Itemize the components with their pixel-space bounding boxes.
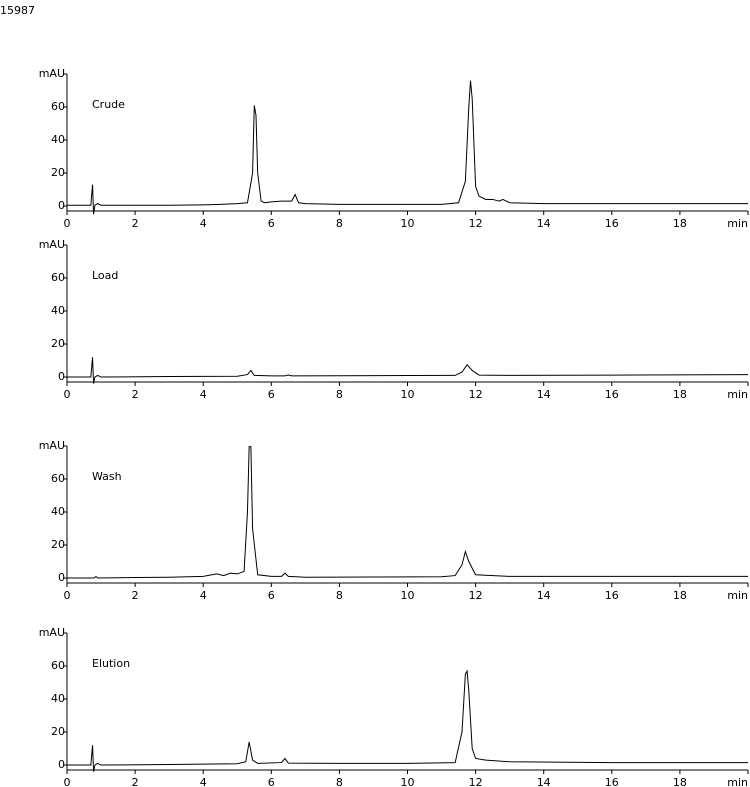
x-tick-label: 2 [132, 776, 139, 787]
x-tick-label: 0 [64, 217, 71, 230]
y-tick-label: 20 [51, 538, 65, 551]
x-tick-label: 12 [469, 388, 483, 401]
x-tick-label: 16 [605, 776, 619, 787]
trace-line [67, 446, 748, 579]
x-tick-label: 2 [132, 388, 139, 401]
y-tick-label: 60 [51, 659, 65, 672]
chart-panel: 0 2 4 6 8 10 12 14 16 18 min 0 20 40 60 mAU Elution [39, 626, 749, 787]
x-tick-label: 10 [401, 589, 415, 602]
x-tick-label: 16 [605, 589, 619, 602]
chart-panel: 0 2 4 6 8 10 12 14 16 18 min 0 20 40 60 mAU Wash [39, 439, 749, 602]
x-tick-label: 2 [132, 589, 139, 602]
x-tick-label: min [727, 589, 748, 602]
x-tick-label: 16 [605, 217, 619, 230]
x-tick-label: 6 [268, 589, 275, 602]
x-tick-label: 10 [401, 217, 415, 230]
y-tick-label: 40 [51, 692, 65, 705]
x-tick-label: 18 [673, 217, 687, 230]
y-tick-label: 0 [58, 571, 65, 584]
y-tick-label: 60 [51, 472, 65, 485]
x-tick-label: 4 [200, 388, 207, 401]
y-tick-label: 0 [58, 758, 65, 771]
y-tick-label: mAU [39, 626, 65, 639]
x-tick-label: 6 [268, 776, 275, 787]
x-tick-label: 14 [537, 388, 551, 401]
x-tick-label: 12 [469, 217, 483, 230]
y-tick-label: 60 [51, 271, 65, 284]
trace-label: Wash [92, 470, 122, 483]
x-tick-label: 18 [673, 589, 687, 602]
x-tick-label: 8 [336, 589, 343, 602]
x-tick-label: 18 [673, 776, 687, 787]
x-tick-label: 8 [336, 776, 343, 787]
x-tick-label: 16 [605, 388, 619, 401]
x-tick-label: 4 [200, 589, 207, 602]
x-tick-label: 0 [64, 589, 71, 602]
trace-label: Crude [92, 98, 125, 111]
x-tick-label: 8 [336, 388, 343, 401]
x-tick-label: 18 [673, 388, 687, 401]
y-tick-label: 40 [51, 133, 65, 146]
x-tick-label: min [727, 217, 748, 230]
x-tick-label: 10 [401, 388, 415, 401]
trace-label: Load [92, 269, 118, 282]
y-tick-label: mAU [39, 67, 65, 80]
x-tick-label: 0 [64, 388, 71, 401]
trace-line [67, 669, 748, 772]
y-tick-label: 60 [51, 100, 65, 113]
trace-label: Elution [92, 657, 130, 670]
y-tick-label: mAU [39, 439, 65, 452]
y-tick-label: 0 [58, 199, 65, 212]
x-tick-label: 12 [469, 776, 483, 787]
y-tick-label: 20 [51, 337, 65, 350]
y-tick-label: 40 [51, 304, 65, 317]
y-tick-label: mAU [39, 238, 65, 251]
x-tick-label: 12 [469, 589, 483, 602]
x-tick-label: 14 [537, 217, 551, 230]
x-tick-label: 8 [336, 217, 343, 230]
x-tick-label: 14 [537, 776, 551, 787]
y-tick-label: 40 [51, 505, 65, 518]
trace-line [67, 357, 748, 384]
y-tick-label: 20 [51, 725, 65, 738]
y-tick-label: 0 [58, 370, 65, 383]
x-tick-label: min [727, 776, 748, 787]
x-tick-label: 4 [200, 776, 207, 787]
x-tick-label: 10 [401, 776, 415, 787]
trace-line [67, 80, 748, 215]
x-tick-label: 0 [64, 776, 71, 787]
x-tick-label: 14 [537, 589, 551, 602]
x-tick-label: 6 [268, 217, 275, 230]
x-tick-label: 2 [132, 217, 139, 230]
chart-panel: 0 2 4 6 8 10 12 14 16 18 min 0 20 40 60 mAU Crude [39, 67, 749, 230]
x-tick-label: 4 [200, 217, 207, 230]
x-tick-label: min [727, 388, 748, 401]
x-tick-label: 6 [268, 388, 275, 401]
page-label: 15987 [0, 4, 35, 17]
chart-panel: 0 2 4 6 8 10 12 14 16 18 min 0 20 40 60 mAU Load [39, 238, 749, 401]
y-tick-label: 20 [51, 166, 65, 179]
